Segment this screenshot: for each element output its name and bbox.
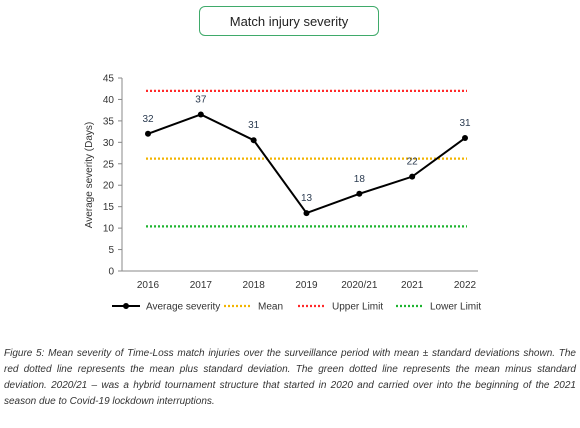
legend-label: Upper Limit [332,302,383,313]
chart-title: Match injury severity [199,6,379,36]
y-tick-label: 25 [103,159,115,170]
data-label: 32 [142,114,154,125]
y-tick-label: 20 [103,181,115,192]
y-axis-label: Average severity (Days) [84,122,95,229]
x-tick-label: 2017 [190,280,213,291]
legend-label: Lower Limit [430,302,481,313]
legend: Average severity Mean Upper Limit Lower Lim… [112,302,481,313]
data-point [250,137,257,144]
data-label: 31 [459,118,471,129]
x-tick-label: 2016 [137,280,160,291]
x-tick-label: 2020/21 [341,280,378,291]
figure-caption: Figure 5: Mean severity of Time-Loss mat… [4,348,576,407]
data-point [462,135,468,142]
legend-marker [123,303,129,309]
legend-item: Mean [224,302,283,313]
y-tick-label: 5 [108,245,114,256]
x-tick-label: 2021 [401,280,424,291]
x-tick-label: 2018 [243,280,266,291]
y-tick-label: 45 [103,74,115,85]
data-point [197,111,204,118]
reference-lines [146,89,467,228]
legend-item: Lower Limit [396,302,481,313]
legend-label: Average severity [146,302,220,313]
data-label: 13 [301,193,313,204]
x-tick-label: 2019 [295,280,318,291]
y-tick-label: 30 [103,138,115,149]
legend-item: Upper Limit [298,302,383,313]
data-label: 18 [354,174,366,185]
y-axis: 0 5 10 15 20 25 30 35 40 45 [103,74,123,278]
data-label: 37 [195,94,207,105]
x-tick-label: 2022 [454,280,477,291]
data-label: 22 [407,157,419,168]
y-tick-label: 35 [103,116,115,127]
y-tick-label: 40 [103,95,115,106]
y-tick-label: 10 [103,224,115,235]
y-tick-label: 15 [103,202,115,213]
data-point [145,130,151,137]
data-point [303,210,310,217]
series-average-severity: 32 37 31 13 18 22 31 [142,94,471,217]
y-tick-label: 0 [108,267,114,278]
data-point [409,173,416,180]
data-label: 31 [248,120,260,131]
data-point [356,190,363,197]
x-axis: 2016 2017 2018 2019 2020/21 2021 2022 [122,270,478,291]
legend-item: Average severity [112,302,220,313]
line-chart: 0 5 10 15 20 25 30 35 40 45 2016 2017 2018 2019 2020/… [84,74,481,313]
legend-label: Mean [258,302,283,313]
